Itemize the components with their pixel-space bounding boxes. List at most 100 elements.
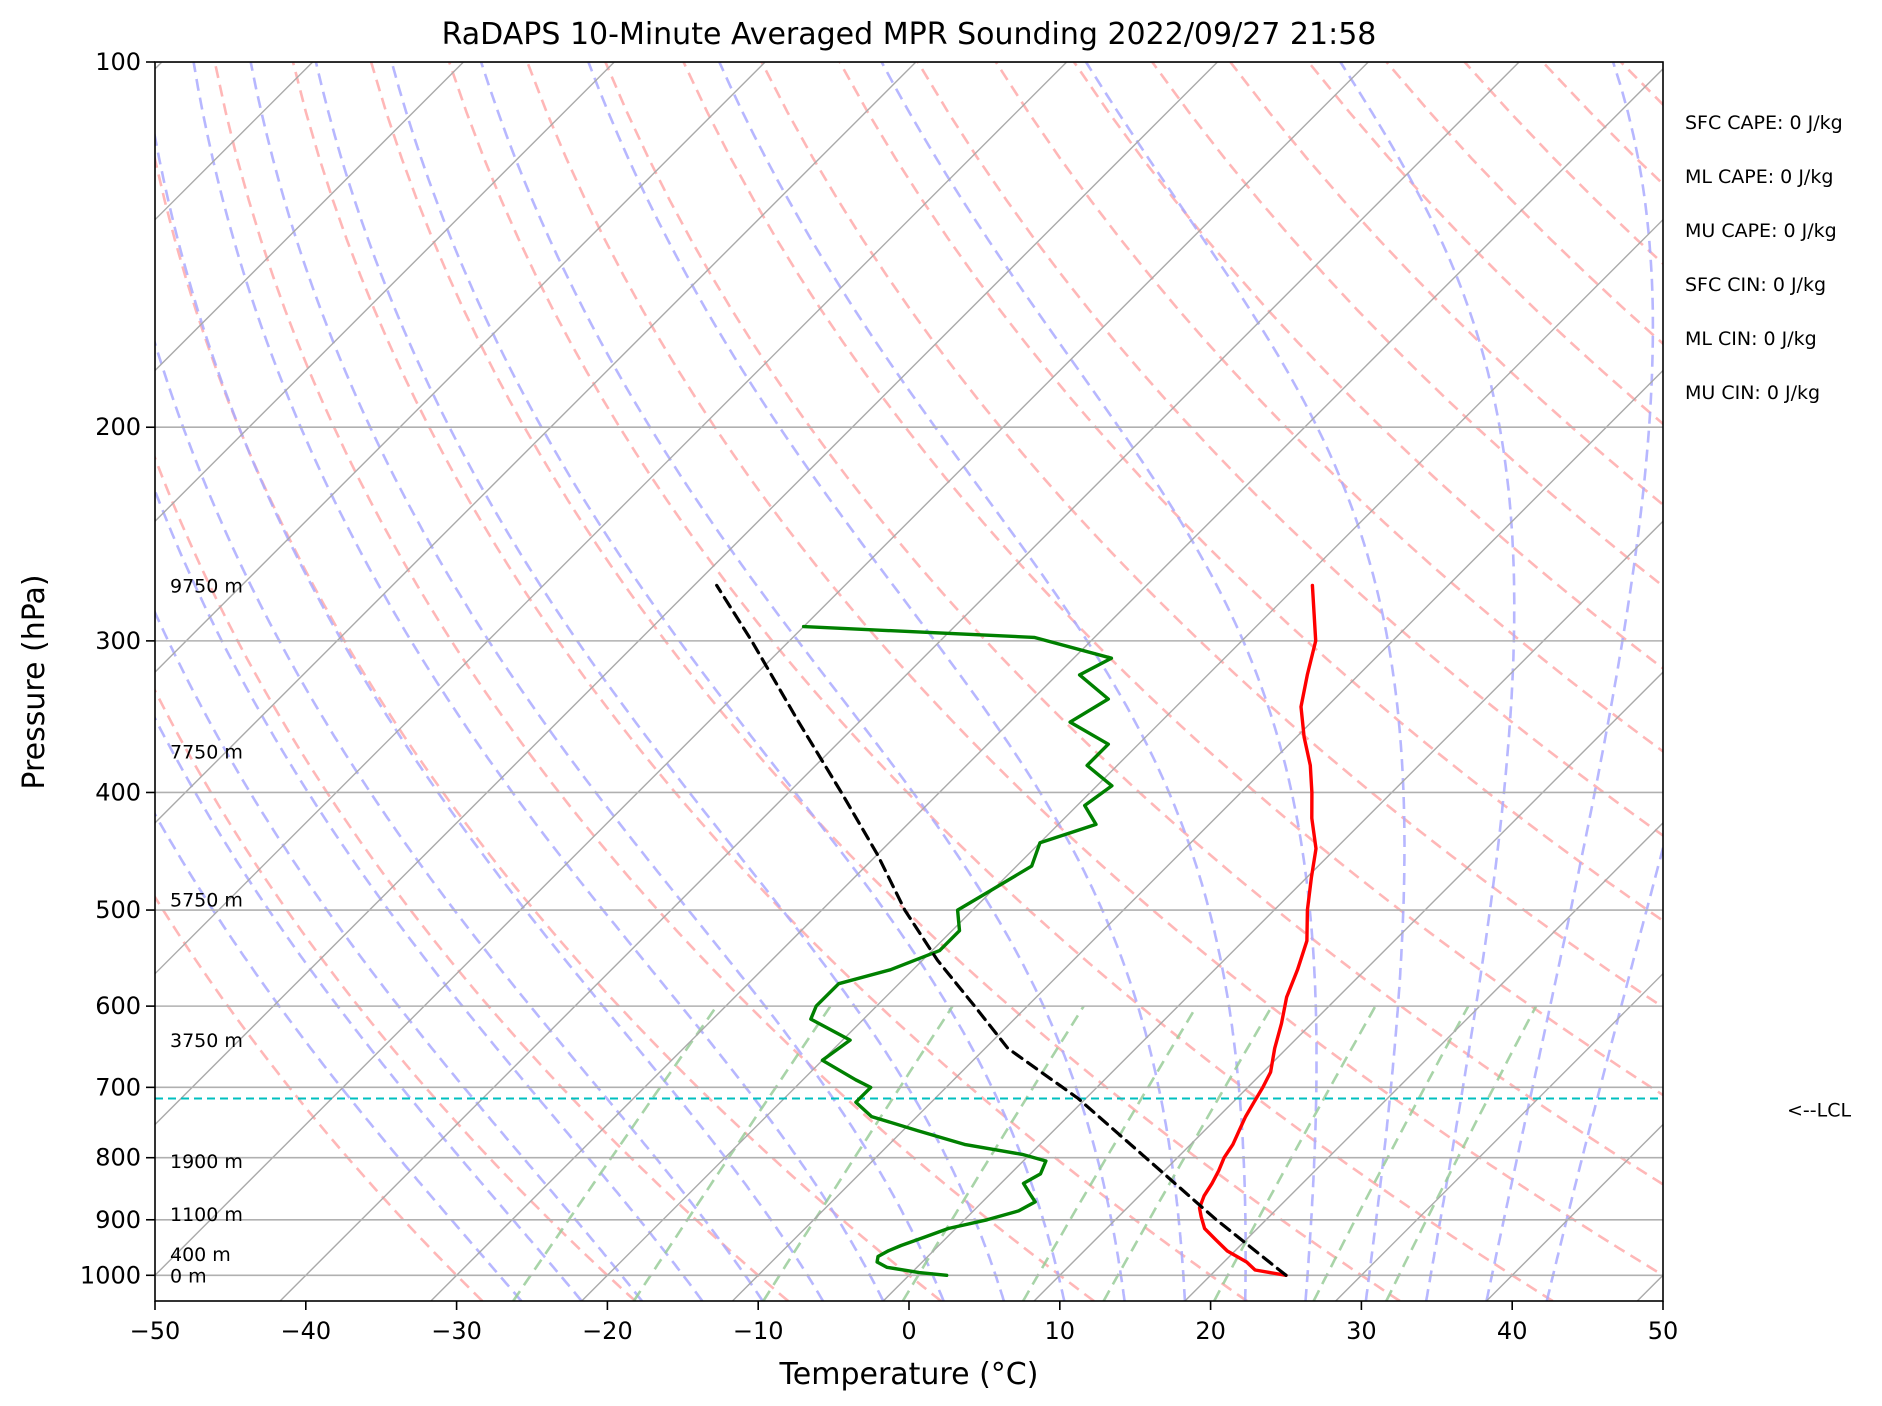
dry-adiabat xyxy=(369,62,1401,1301)
dewpoint-line xyxy=(801,624,1114,1277)
y-tick-label: 900 xyxy=(95,1206,141,1234)
lcl-label: <--LCL xyxy=(1787,1100,1851,1122)
isotherm xyxy=(155,62,615,523)
mixing-ratio-line xyxy=(1385,1005,1538,1301)
dry-adiabat xyxy=(155,894,484,1301)
height-label: 5750 m xyxy=(170,889,243,911)
height-label: 0 m xyxy=(170,1265,207,1287)
stability-index: ML CIN: 0 J/kg xyxy=(1685,328,1817,350)
moist-adiabat xyxy=(718,62,1247,1301)
y-tick-label: 500 xyxy=(95,896,141,924)
moist-adiabat xyxy=(479,62,1126,1301)
isotherm xyxy=(155,62,917,824)
x-axis-title: Temperature (°C) xyxy=(779,1357,1039,1392)
chart-title: RaDAPS 10-Minute Averaged MPR Sounding 2… xyxy=(442,17,1377,52)
x-tick-label: −30 xyxy=(431,1317,482,1345)
moist-adiabat xyxy=(249,62,945,1301)
dry-adiabat xyxy=(291,62,1248,1301)
mixing-ratio-line xyxy=(632,1005,832,1301)
height-label: 9750 m xyxy=(170,575,243,597)
stability-index: SFC CIN: 0 J/kg xyxy=(1685,274,1826,296)
x-tick-label: 50 xyxy=(1648,1317,1679,1345)
mixing-ratio-line xyxy=(1312,1005,1470,1301)
mixing-ratio-line xyxy=(1021,1005,1198,1301)
moist-adiabat xyxy=(314,62,1006,1301)
isotherm xyxy=(581,218,1663,1301)
isotherm xyxy=(155,62,464,372)
x-tick-label: −40 xyxy=(280,1317,331,1345)
y-tick-label: 1000 xyxy=(80,1261,141,1289)
y-axis-title: Pressure (hPa) xyxy=(17,574,52,789)
y-tick-label: 300 xyxy=(95,627,141,655)
height-label: 1100 m xyxy=(170,1204,243,1226)
stability-index: SFC CAPE: 0 J/kg xyxy=(1685,112,1843,134)
dry-adiabat xyxy=(760,62,1663,1009)
isotherm xyxy=(731,369,1663,1301)
stability-index: ML CAPE: 0 J/kg xyxy=(1685,166,1833,188)
mixing-ratio-line xyxy=(901,1005,1085,1301)
y-tick-label: 100 xyxy=(95,48,141,76)
mixing-ratio-line xyxy=(512,1005,718,1301)
moist-adiabat xyxy=(155,487,704,1301)
dry-adiabat xyxy=(447,62,1554,1301)
moist-adiabat xyxy=(155,715,583,1301)
moist-adiabat xyxy=(1084,62,1406,1301)
isotherm xyxy=(155,62,766,674)
y-tick-label: 200 xyxy=(95,413,141,441)
x-tick-label: 0 xyxy=(901,1317,916,1345)
sounding-series xyxy=(715,583,1318,1277)
moist-adiabat xyxy=(155,338,764,1301)
dry-adiabat xyxy=(994,62,1663,754)
moist-adiabat xyxy=(1485,62,1655,1301)
isotherm xyxy=(1335,972,1663,1301)
dry-adiabat xyxy=(213,62,1095,1301)
stability-index: MU CIN: 0 J/kg xyxy=(1685,382,1820,404)
height-label: 7750 m xyxy=(170,741,243,763)
isotherm xyxy=(155,62,1369,1277)
isotherm xyxy=(430,67,1663,1301)
dry-adiabat xyxy=(155,454,790,1301)
moist-adiabat xyxy=(155,811,523,1301)
x-tick-label: 40 xyxy=(1497,1317,1528,1345)
x-tick-label: 10 xyxy=(1045,1317,1076,1345)
mixing-ratio-line xyxy=(1102,1005,1274,1301)
moist-adiabat xyxy=(880,62,1318,1301)
isotherm xyxy=(155,62,1218,1126)
x-axis-ticks: −50 −40 −30 −20 −10 0 10 20 30 40 50 xyxy=(130,1301,1679,1345)
height-label: 3750 m xyxy=(170,1030,243,1052)
moist-adiabat xyxy=(192,62,885,1301)
dry-adiabat xyxy=(604,62,1663,1186)
x-tick-label: 30 xyxy=(1346,1317,1377,1345)
isotherm xyxy=(1184,821,1663,1301)
temperature-line xyxy=(1197,583,1318,1277)
dry-adiabat xyxy=(155,687,637,1301)
background-lines xyxy=(155,62,1663,1301)
x-tick-label: −50 xyxy=(130,1317,181,1345)
y-tick-label: 700 xyxy=(95,1073,141,1101)
moist-adiabat xyxy=(1545,843,1663,1301)
x-tick-label: −10 xyxy=(733,1317,784,1345)
moist-adiabat xyxy=(155,609,644,1301)
isotherm xyxy=(155,62,1068,975)
moist-adiabat xyxy=(587,62,1187,1301)
stability-indices: SFC CAPE: 0 J/kg ML CAPE: 0 J/kg MU CAPE: … xyxy=(1685,112,1843,404)
height-label: 1900 m xyxy=(170,1151,243,1173)
y-tick-label: 600 xyxy=(95,992,141,1020)
stability-index: MU CAPE: 0 J/kg xyxy=(1685,220,1837,242)
dry-adiabat xyxy=(526,62,1663,1277)
y-axis-ticks: 100 200 300 400 500 600 700 800 900 1000 xyxy=(80,48,155,1289)
isotherm xyxy=(279,62,1520,1301)
mixing-ratio-line xyxy=(762,1005,954,1301)
mixing-ratio-line xyxy=(1213,1005,1377,1301)
y-tick-label: 400 xyxy=(95,778,141,806)
moist-adiabat xyxy=(155,129,825,1301)
x-tick-label: 20 xyxy=(1195,1317,1226,1345)
moist-adiabat xyxy=(390,62,1066,1301)
y-tick-label: 800 xyxy=(95,1144,141,1172)
x-tick-label: −20 xyxy=(582,1317,633,1345)
moist-adiabat xyxy=(1339,62,1516,1301)
parcel-line xyxy=(715,583,1288,1277)
